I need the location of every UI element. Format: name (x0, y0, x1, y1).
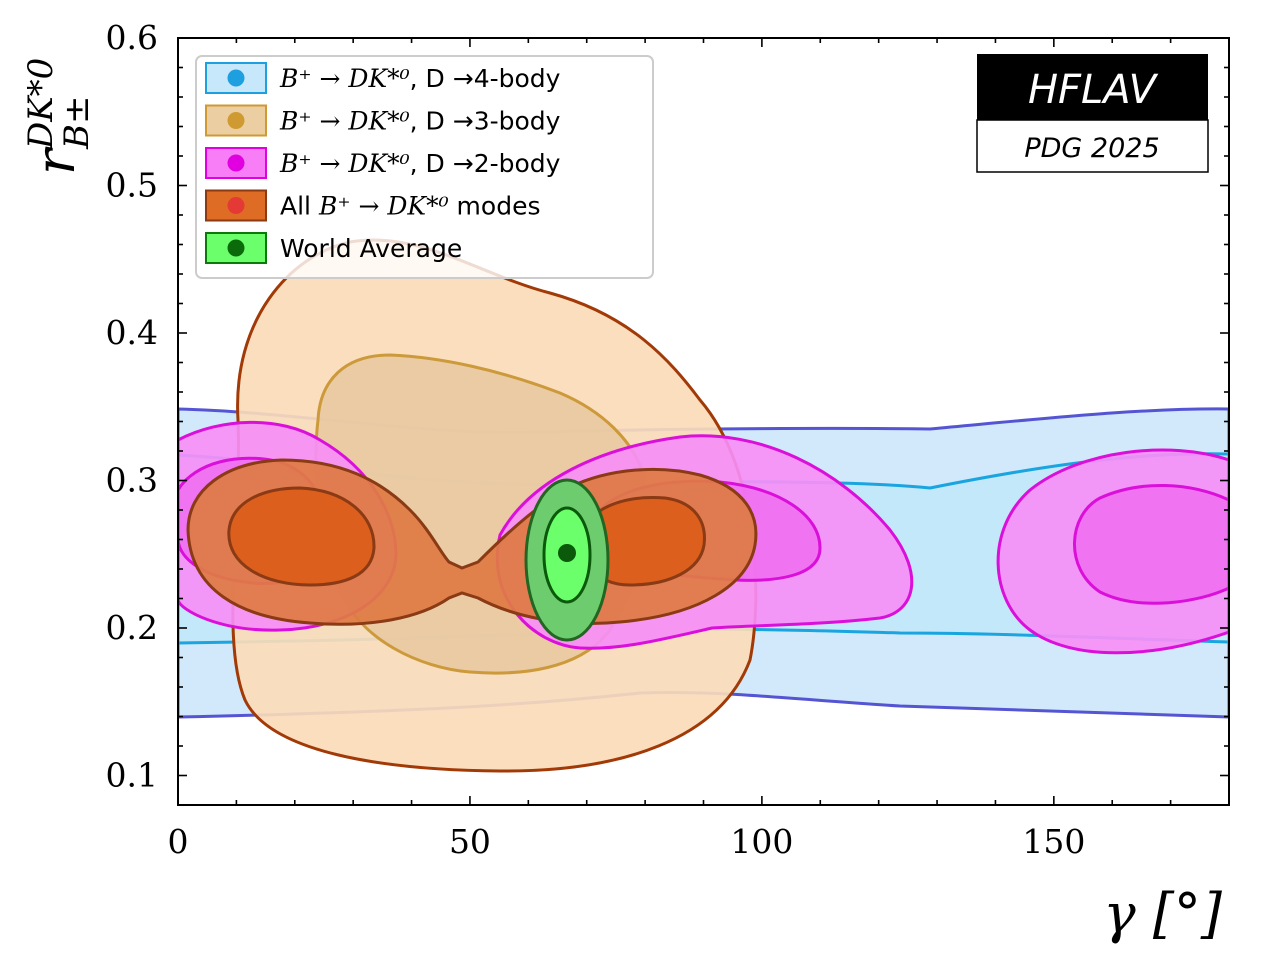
y-axis-title: r DK*0 B± (21, 58, 97, 175)
plot-area (178, 238, 1229, 773)
legend-entry: B⁺ → DK*⁰, D →4-body (205, 62, 561, 94)
y-axis-title-sub: B± (57, 96, 97, 150)
legend-entry: B⁺ → DK*⁰, D →2-body (205, 147, 561, 179)
x-tick-labels: 0 50 100 150 (168, 822, 1086, 861)
x-tick-label: 50 (449, 822, 491, 861)
y-axis-title-sup: DK*0 (21, 58, 61, 150)
legend-label: B⁺ → DK*⁰, D →3-body (279, 107, 561, 136)
hflav-badge-subtitle: PDG 2025 (1024, 133, 1159, 164)
y-tick-label: 0.3 (106, 461, 158, 500)
legend-entries: B⁺ → DK*⁰, D →4-body B⁺ → DK*⁰, D →3-body… (205, 62, 561, 264)
axis-ticks (177, 37, 1230, 806)
legend-entry: B⁺ → DK*⁰, D →3-body (205, 104, 561, 137)
legend-label: B⁺ → DK*⁰, D →4-body (279, 64, 561, 93)
legend-marker (227, 112, 245, 129)
legend-marker (227, 154, 245, 172)
legend: B⁺ → DK*⁰, D →4-body B⁺ → DK*⁰, D →3-body… (195, 55, 654, 279)
x-tick-label: 150 (1022, 822, 1085, 861)
legend-label: All B⁺ → DK*⁰ modes (280, 192, 540, 221)
legend-label: World Average (280, 234, 462, 263)
y-tick-label: 0.5 (106, 166, 158, 205)
legend-box (195, 55, 654, 279)
legend-marker (227, 197, 245, 214)
y-tick-label: 0.6 (106, 18, 158, 57)
wa-central-point (558, 544, 576, 562)
hflav-badge-bottom (976, 119, 1209, 173)
y-tick-labels: 0.1 0.2 0.3 0.4 0.5 0.6 (106, 18, 158, 795)
legend-marker (227, 239, 245, 257)
x-tick-label: 100 (730, 822, 793, 861)
contour-2body-1sigma-right (1073, 484, 1229, 605)
y-axis-title-main: r (24, 146, 87, 175)
legend-label: B⁺ → DK*⁰, D →2-body (279, 149, 561, 178)
contour-all-1sigma-left (227, 486, 376, 587)
hflav-badge-top (977, 54, 1208, 120)
legend-marker (227, 69, 245, 87)
legend-entry: All B⁺ → DK*⁰ modes (205, 189, 540, 222)
legend-entry: World Average (205, 232, 462, 264)
x-axis-title: γ [°] (1103, 882, 1223, 945)
y-tick-label: 0.1 (106, 756, 158, 795)
hflav-badge-title: HFLAV (1028, 67, 1159, 113)
y-tick-label: 0.2 (106, 608, 158, 647)
hflav-badge: HFLAV PDG 2025 (976, 54, 1209, 173)
y-tick-label: 0.4 (106, 313, 158, 352)
x-tick-label: 0 (168, 822, 189, 861)
